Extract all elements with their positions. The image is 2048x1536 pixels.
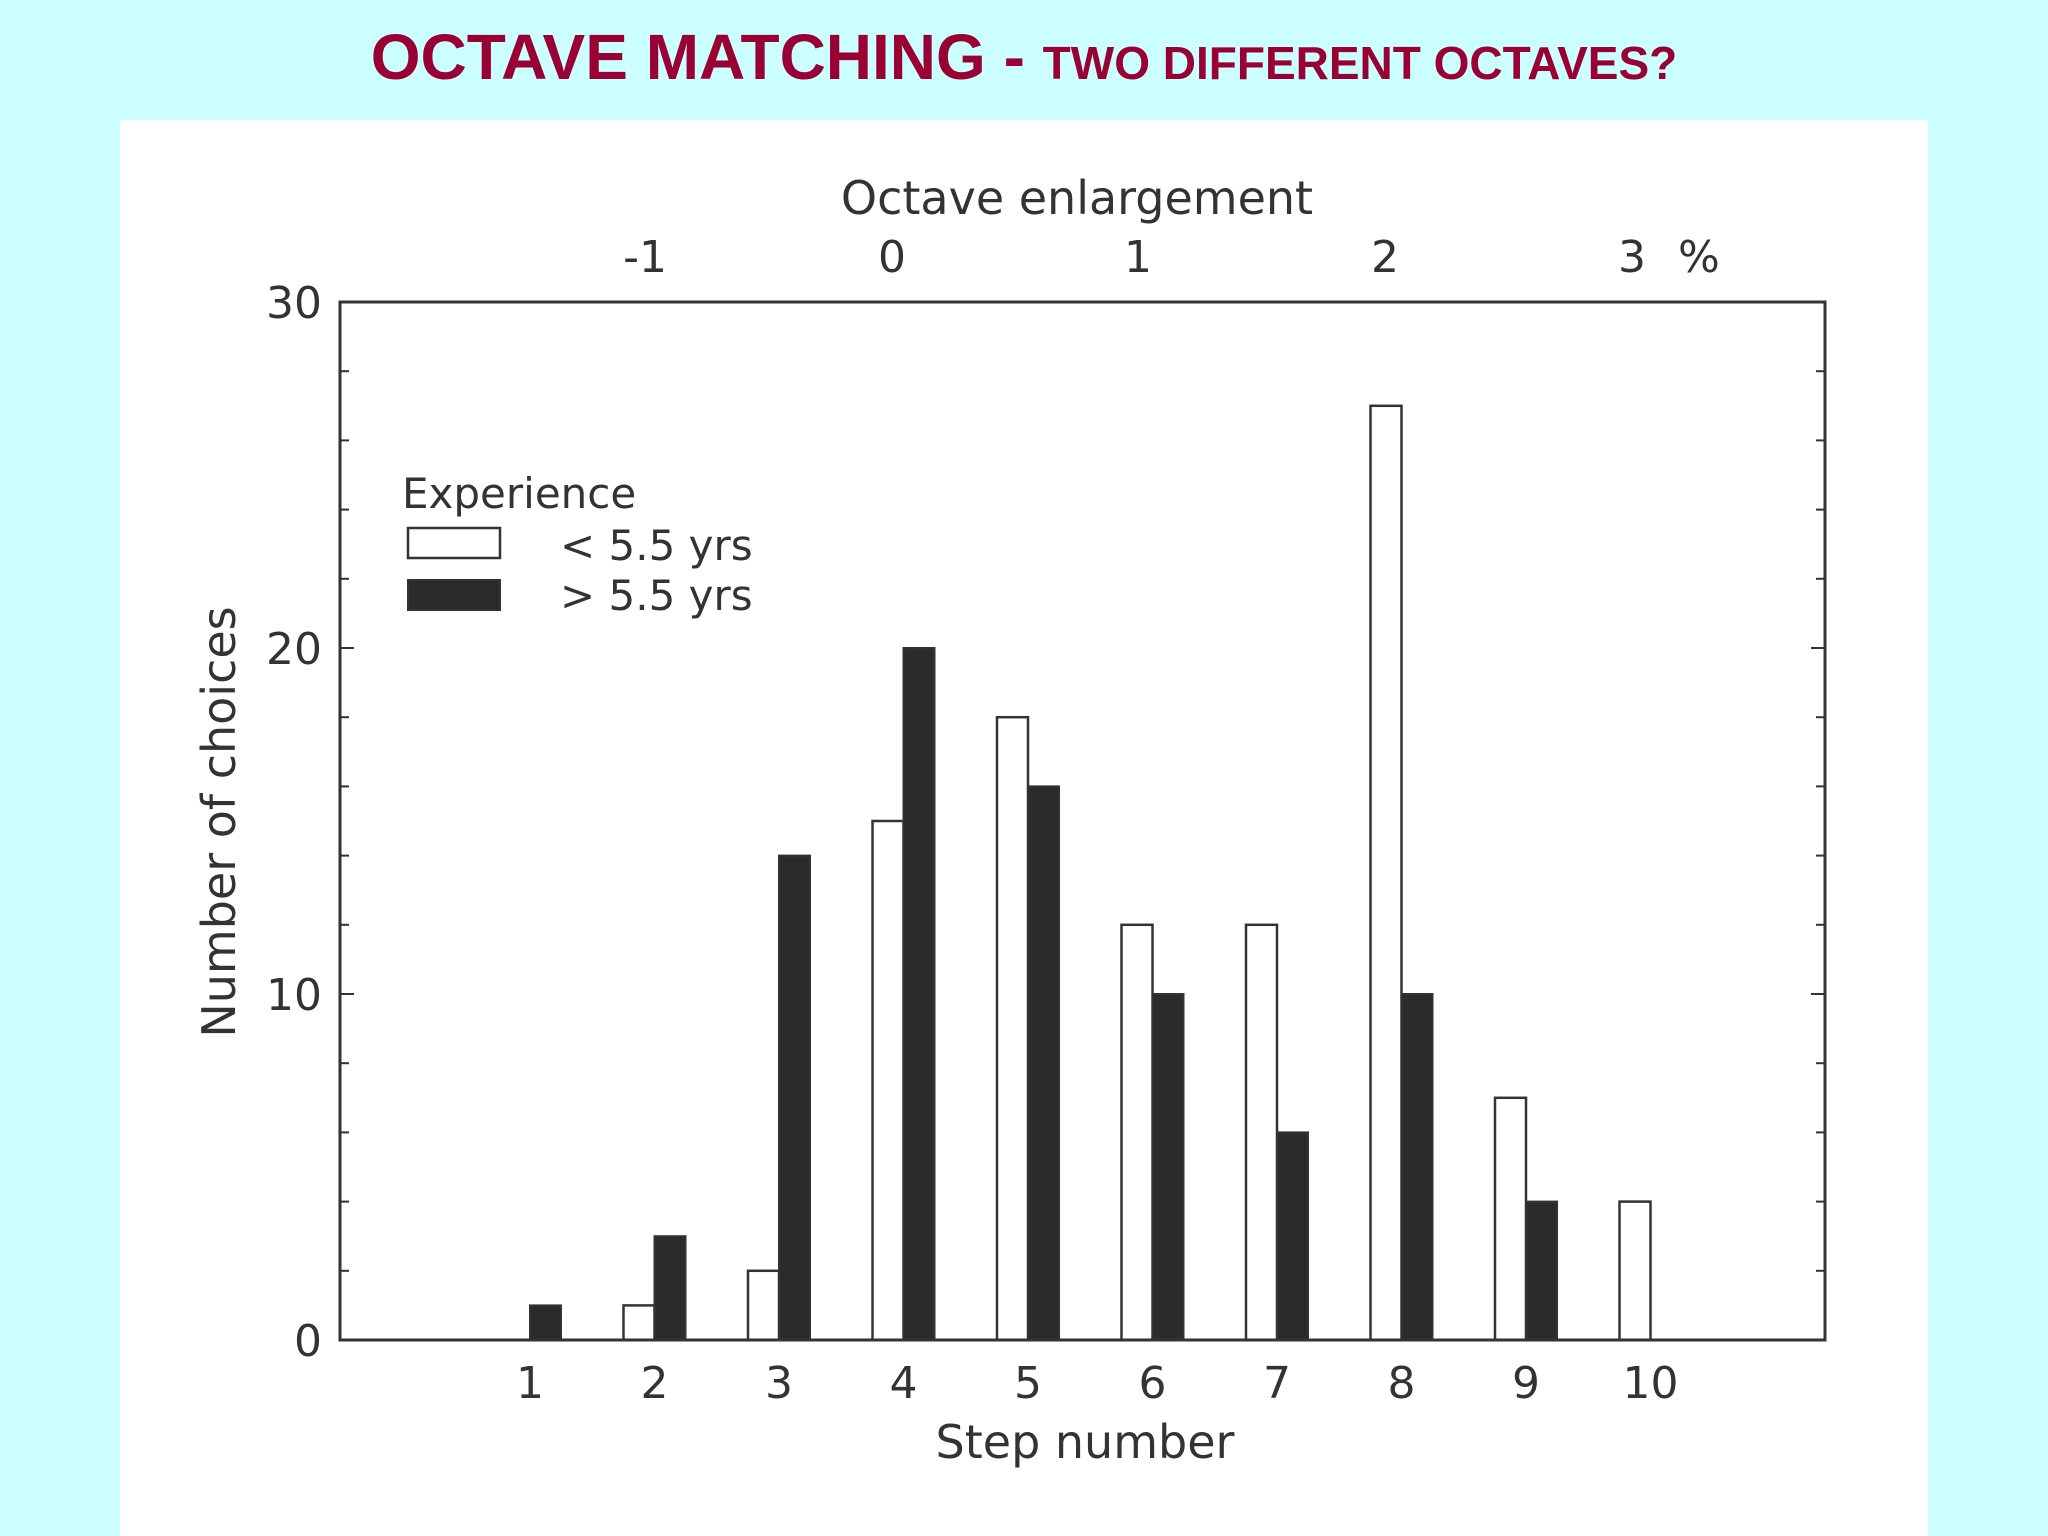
x-tick-label: 5 bbox=[1014, 1358, 1042, 1409]
bar-under-5-5-yrs bbox=[746, 1269, 781, 1342]
bar-under-5-5-yrs bbox=[1120, 923, 1154, 1342]
x-tick-label: 9 bbox=[1512, 1358, 1540, 1409]
y-tick-label: 10 bbox=[266, 970, 322, 1021]
x-tick-label: 2 bbox=[641, 1358, 669, 1409]
legend-entry-under-5-5-yrs: < 5.5 yrs bbox=[560, 521, 753, 570]
bar-over-5-5-yrs bbox=[902, 647, 936, 1341]
top-axis-label: Octave enlargement bbox=[841, 171, 1313, 225]
top-axis-tick-label: 3 bbox=[1618, 232, 1646, 283]
y-tick-label: 0 bbox=[294, 1316, 322, 1367]
bar-over-5-5-yrs bbox=[778, 854, 811, 1341]
bar-under-5-5-yrs bbox=[622, 1304, 656, 1342]
bar-over-5-5-yrs bbox=[1027, 785, 1060, 1341]
bar-under-5-5-yrs bbox=[1493, 1096, 1528, 1342]
x-tick-label: 8 bbox=[1388, 1358, 1416, 1409]
title-subtitle: TWO DIFFERENT OCTAVES? bbox=[1042, 37, 1678, 89]
bar-under-5-5-yrs bbox=[1244, 923, 1279, 1342]
plot-frame bbox=[338, 300, 1827, 1342]
title-separator: - bbox=[985, 21, 1043, 93]
x-axis-label: Step number bbox=[936, 1415, 1235, 1469]
bar-under-5-5-yrs bbox=[1618, 1200, 1652, 1342]
x-tick-label: 6 bbox=[1139, 1358, 1167, 1409]
slide-title: OCTAVE MATCHING - TWO DIFFERENT OCTAVES? bbox=[0, 20, 2048, 94]
legend-title: Experience bbox=[402, 469, 636, 518]
y-tick-label: 30 bbox=[266, 278, 322, 329]
top-axis-tick-label: -1 bbox=[623, 232, 667, 283]
title-main: OCTAVE MATCHING bbox=[370, 21, 986, 93]
bar-under-5-5-yrs bbox=[871, 819, 905, 1342]
legend-entry-over-5-5-yrs: > 5.5 yrs bbox=[560, 571, 753, 620]
x-tick-label: 4 bbox=[890, 1358, 918, 1409]
bar-under-5-5-yrs bbox=[1369, 404, 1403, 1342]
top-axis-unit: % bbox=[1678, 232, 1720, 283]
x-tick-label: 7 bbox=[1263, 1358, 1291, 1409]
bar-over-5-5-yrs bbox=[1151, 993, 1185, 1341]
bar-over-5-5-yrs bbox=[1525, 1200, 1558, 1341]
top-axis-tick-label: 2 bbox=[1371, 232, 1399, 283]
x-tick-label: 3 bbox=[765, 1358, 793, 1409]
y-axis-label: Number of choices bbox=[192, 606, 246, 1037]
bar-under-5-5-yrs bbox=[995, 715, 1030, 1342]
top-axis-tick-label: 1 bbox=[1124, 232, 1152, 283]
top-axis-tick-label: 0 bbox=[878, 232, 906, 283]
bar-over-5-5-yrs bbox=[529, 1304, 562, 1342]
bar-over-5-5-yrs bbox=[1276, 1131, 1309, 1342]
bar-over-5-5-yrs bbox=[653, 1235, 687, 1341]
bar-over-5-5-yrs bbox=[1400, 993, 1434, 1341]
x-tick-label: 1 bbox=[516, 1358, 544, 1409]
legend-swatch-over-5-5-yrs bbox=[407, 579, 501, 611]
x-tick-label: 10 bbox=[1623, 1358, 1679, 1409]
legend-swatch-under-5-5-yrs bbox=[406, 526, 502, 560]
y-tick-label: 20 bbox=[266, 624, 322, 675]
